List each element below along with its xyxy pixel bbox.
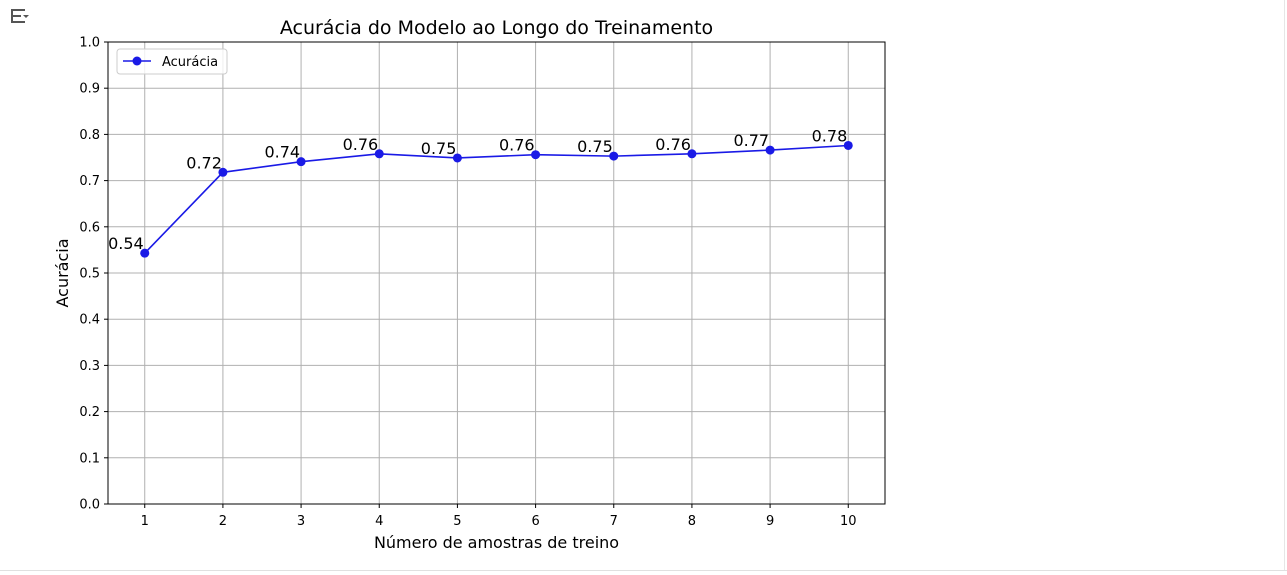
data-point	[765, 145, 775, 155]
y-tick-label: 1.0	[79, 36, 100, 51]
grid-lines	[108, 41, 885, 505]
data-label: 0.76	[343, 135, 379, 154]
data-label: 0.77	[733, 131, 769, 150]
x-tick-label: 2	[219, 514, 227, 529]
right-divider	[1284, 0, 1285, 571]
data-point	[843, 140, 853, 150]
bottom-divider	[0, 570, 1287, 571]
chart-legend: Acurácia	[116, 48, 228, 75]
y-tick-label: 0.1	[79, 451, 100, 466]
data-point	[296, 157, 306, 167]
y-tick-label: 0.8	[79, 128, 100, 143]
data-point	[374, 149, 384, 159]
output-options-icon[interactable]	[8, 6, 32, 28]
data-point	[218, 167, 228, 177]
data-point	[452, 153, 462, 163]
data-label: 0.74	[264, 143, 300, 162]
y-tick-label: 0.7	[79, 174, 100, 189]
x-tick-label: 6	[531, 514, 539, 529]
y-tick-label: 0.5	[79, 267, 100, 282]
data-label: 0.78	[812, 126, 848, 145]
data-labels: 0.54 0.72 0.74 0.76 0.75 0.76 0.75 0.76 0.77 0.78	[108, 126, 847, 253]
y-axis-ticks: 0.0 0.1 0.2 0.3 0.4 0.5 0.6 0.7 0.8 0.9 1.0	[79, 36, 108, 513]
x-tick-label: 9	[766, 514, 774, 529]
x-axis-label: Número de amostras de treino	[374, 533, 619, 552]
y-tick-label: 0.9	[79, 82, 100, 97]
x-tick-label: 7	[610, 514, 618, 529]
data-label: 0.72	[186, 153, 222, 172]
y-tick-label: 0.2	[79, 405, 100, 420]
chart-title: Acurácia do Modelo ao Longo do Treinamen…	[280, 17, 713, 39]
y-tick-label: 0.0	[79, 498, 100, 513]
y-axis-label: Acurácia	[53, 238, 72, 307]
x-axis-ticks: 1 2 3 4 5 6 7 8 9 10	[141, 504, 857, 529]
x-tick-label: 10	[840, 514, 857, 529]
data-point	[140, 248, 150, 258]
data-label: 0.54	[108, 234, 144, 253]
data-label: 0.76	[655, 135, 691, 154]
series-layer	[140, 140, 853, 258]
y-tick-label: 0.3	[79, 359, 100, 374]
legend-marker-swatch	[132, 56, 142, 66]
data-label: 0.76	[499, 136, 535, 155]
legend-box	[116, 48, 228, 75]
legend-label: Acurácia	[162, 55, 218, 70]
x-tick-label: 5	[453, 514, 461, 529]
data-point	[687, 149, 697, 159]
data-label: 0.75	[577, 137, 613, 156]
x-tick-label: 4	[375, 514, 383, 529]
y-tick-label: 0.6	[79, 220, 100, 235]
data-point	[531, 150, 541, 160]
x-tick-label: 1	[141, 514, 149, 529]
x-tick-label: 3	[297, 514, 305, 529]
series-line	[144, 144, 849, 254]
data-point	[609, 151, 619, 161]
x-tick-label: 8	[688, 514, 696, 529]
y-tick-label: 0.4	[79, 313, 100, 328]
data-label: 0.75	[421, 139, 457, 158]
